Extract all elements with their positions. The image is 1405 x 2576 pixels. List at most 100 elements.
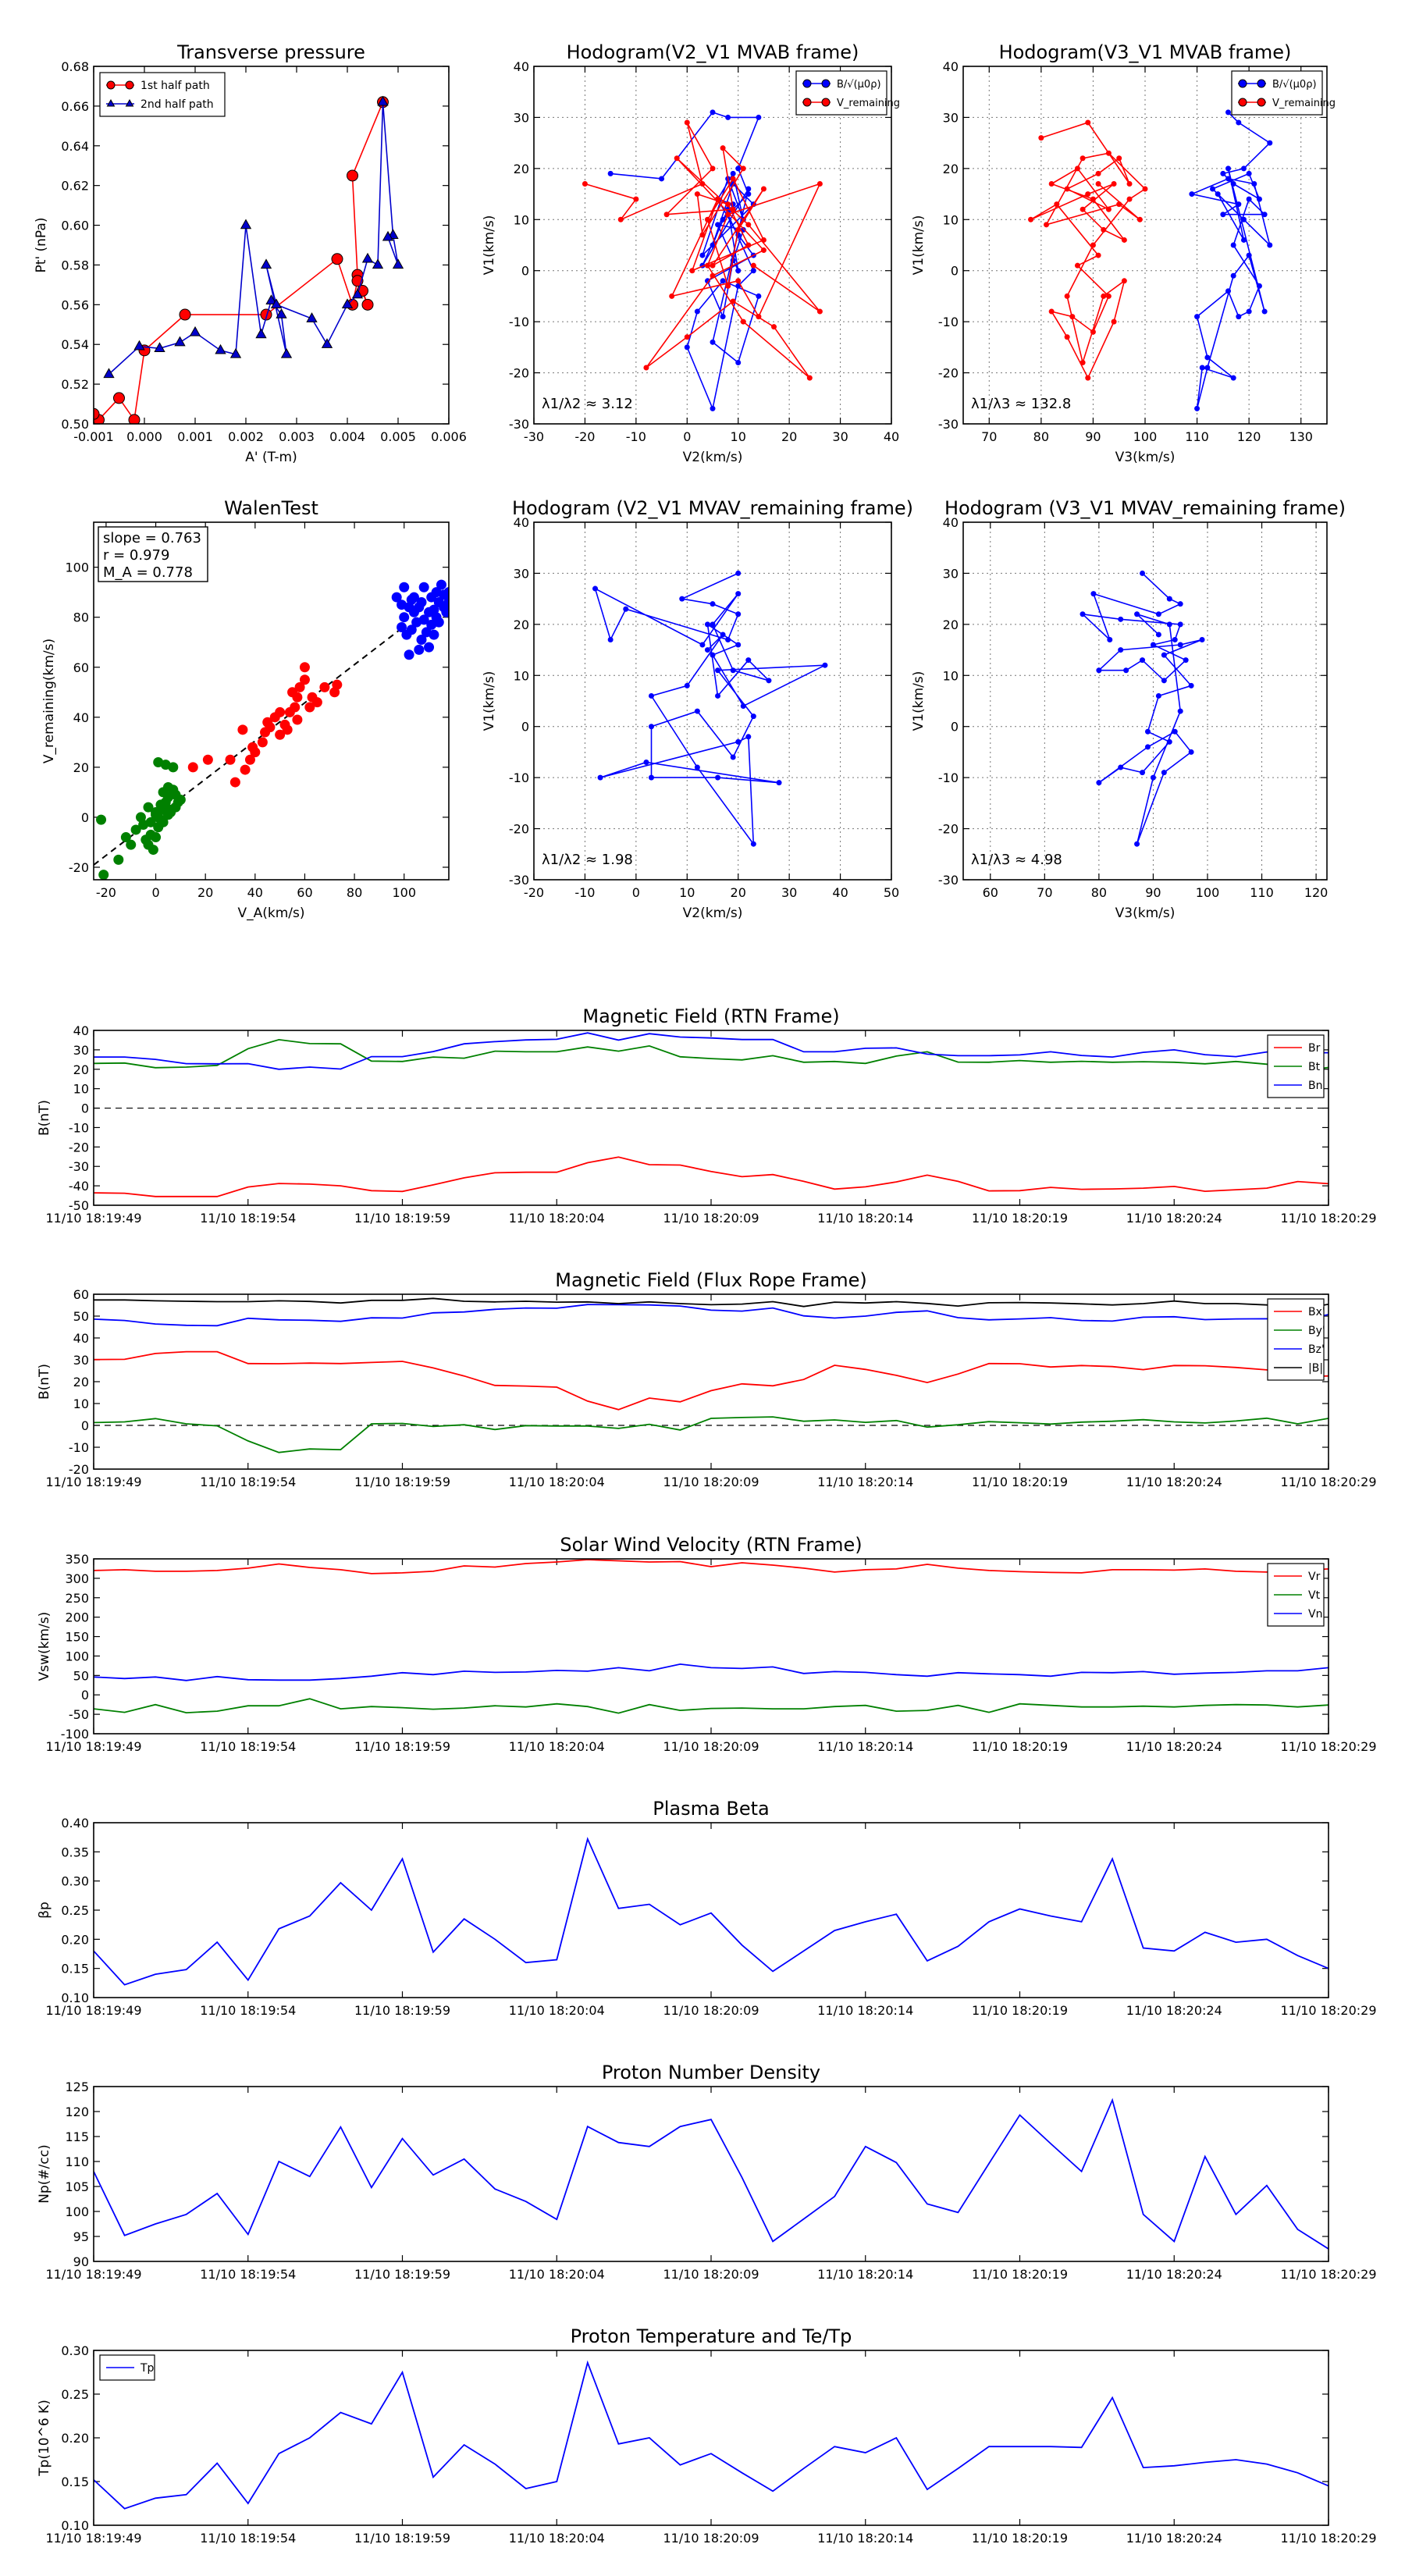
panel-ts1: -50 -40 -30 -20 -10 0 10 20 30 40 11/10 18:19:49 11… <box>37 1005 1377 1226</box>
chart-title: Solar Wind Velocity (RTN Frame) <box>560 1534 862 1556</box>
data-point <box>292 714 303 725</box>
x-tick-label: 130 <box>1289 429 1313 444</box>
data-point <box>215 343 226 354</box>
data-point <box>1230 242 1236 248</box>
data-point <box>321 338 333 348</box>
y-axis-label: V1(km/s) <box>911 215 927 276</box>
series-line <box>1030 122 1147 379</box>
y-tick-label: -30 <box>69 1159 89 1174</box>
x-tick-label: 11/10 18:20:24 <box>1126 2267 1222 2282</box>
data-point <box>270 298 283 309</box>
data-point <box>1177 621 1183 628</box>
data-point <box>294 681 305 692</box>
legend-label: Br <box>1308 1042 1321 1055</box>
y-tick-label: 0.15 <box>61 2475 89 2489</box>
data-point <box>1246 170 1252 176</box>
data-point <box>96 814 107 825</box>
data-point <box>1155 611 1161 617</box>
data-point <box>1054 201 1060 208</box>
y-tick-label: 0.15 <box>61 1962 89 1976</box>
x-tick-label: 11/10 18:19:49 <box>45 2003 141 2018</box>
data-point <box>1220 212 1226 218</box>
x-tick-label: 100 <box>1196 885 1220 900</box>
y-tick-label: 0.30 <box>61 2343 89 2358</box>
series-line-Bz' <box>94 1304 1329 1327</box>
y-axis-label: B(nT) <box>37 1364 52 1400</box>
y-tick-label: 80 <box>73 610 89 625</box>
data-point <box>154 342 165 353</box>
data-point <box>623 606 629 612</box>
data-point <box>699 232 706 238</box>
data-point <box>1204 365 1211 371</box>
legend-label: Tp <box>140 2362 155 2375</box>
y-tick-label: -20 <box>69 1140 89 1155</box>
chart-title: Proton Number Density <box>602 2062 820 2083</box>
data-point <box>1080 359 1086 365</box>
x-axis-label: V2(km/s) <box>683 906 743 921</box>
y-tick-label: 40 <box>73 1023 89 1038</box>
x-tick-label: 11/10 18:19:59 <box>354 1739 450 1754</box>
data-point <box>816 308 823 315</box>
data-point <box>1080 155 1086 162</box>
data-point <box>265 294 277 304</box>
y-tick-label: -40 <box>69 1179 89 1194</box>
data-point <box>1144 728 1151 735</box>
x-tick-label: 0.004 <box>329 429 365 444</box>
data-point <box>1048 308 1055 315</box>
data-point <box>1220 170 1226 176</box>
data-point <box>1161 770 1167 776</box>
x-tick-label: 0 <box>151 885 159 900</box>
chart-title: WalenTest <box>224 497 318 519</box>
x-tick-label: 20 <box>197 885 213 900</box>
data-point <box>347 169 358 182</box>
data-point <box>1090 329 1096 335</box>
data-point <box>720 216 726 222</box>
data-point <box>1064 186 1070 192</box>
data-point <box>292 692 303 703</box>
data-point <box>1230 272 1236 279</box>
x-tick-label: 80 <box>1033 429 1049 444</box>
data-point <box>582 180 588 187</box>
data-point <box>1256 196 1262 202</box>
data-point <box>735 738 742 745</box>
data-point <box>1166 621 1172 628</box>
x-tick-label: -10 <box>626 429 646 444</box>
data-point <box>725 114 731 120</box>
y-tick-label: -20 <box>938 822 959 837</box>
y-tick-label: 30 <box>514 566 529 581</box>
data-point <box>725 283 731 289</box>
data-point <box>436 579 446 590</box>
data-point <box>745 191 752 197</box>
data-point <box>710 652 716 658</box>
legend-box <box>795 70 887 116</box>
plot-frame <box>962 66 1328 425</box>
data-point <box>715 196 721 202</box>
y-tick-label: 0 <box>521 264 529 279</box>
data-point <box>771 324 777 330</box>
data-point <box>229 347 242 358</box>
data-point <box>663 212 670 218</box>
data-point <box>699 252 706 258</box>
data-point <box>756 314 762 320</box>
data-point <box>1140 770 1146 776</box>
data-point <box>704 647 710 653</box>
data-point <box>424 642 435 653</box>
data-point <box>1166 738 1172 745</box>
data-point <box>715 667 721 674</box>
data-point <box>1236 119 1242 126</box>
series-line-Tp <box>94 2360 1329 2510</box>
data-point <box>710 242 716 248</box>
plot-frame <box>93 521 450 881</box>
data-point <box>260 727 271 738</box>
data-point <box>299 674 310 685</box>
y-tick-label: -10 <box>509 770 529 785</box>
data-point <box>1038 135 1044 141</box>
data-point <box>170 789 181 800</box>
data-point <box>1230 180 1236 187</box>
data-point <box>1267 140 1273 146</box>
y-tick-label: 10 <box>514 212 529 227</box>
x-tick-label: 11/10 18:20:09 <box>663 2003 759 2018</box>
y-tick-label: 20 <box>514 617 529 632</box>
chart-title: Magnetic Field (RTN Frame) <box>582 1005 839 1027</box>
y-tick-label: 105 <box>65 2179 89 2194</box>
